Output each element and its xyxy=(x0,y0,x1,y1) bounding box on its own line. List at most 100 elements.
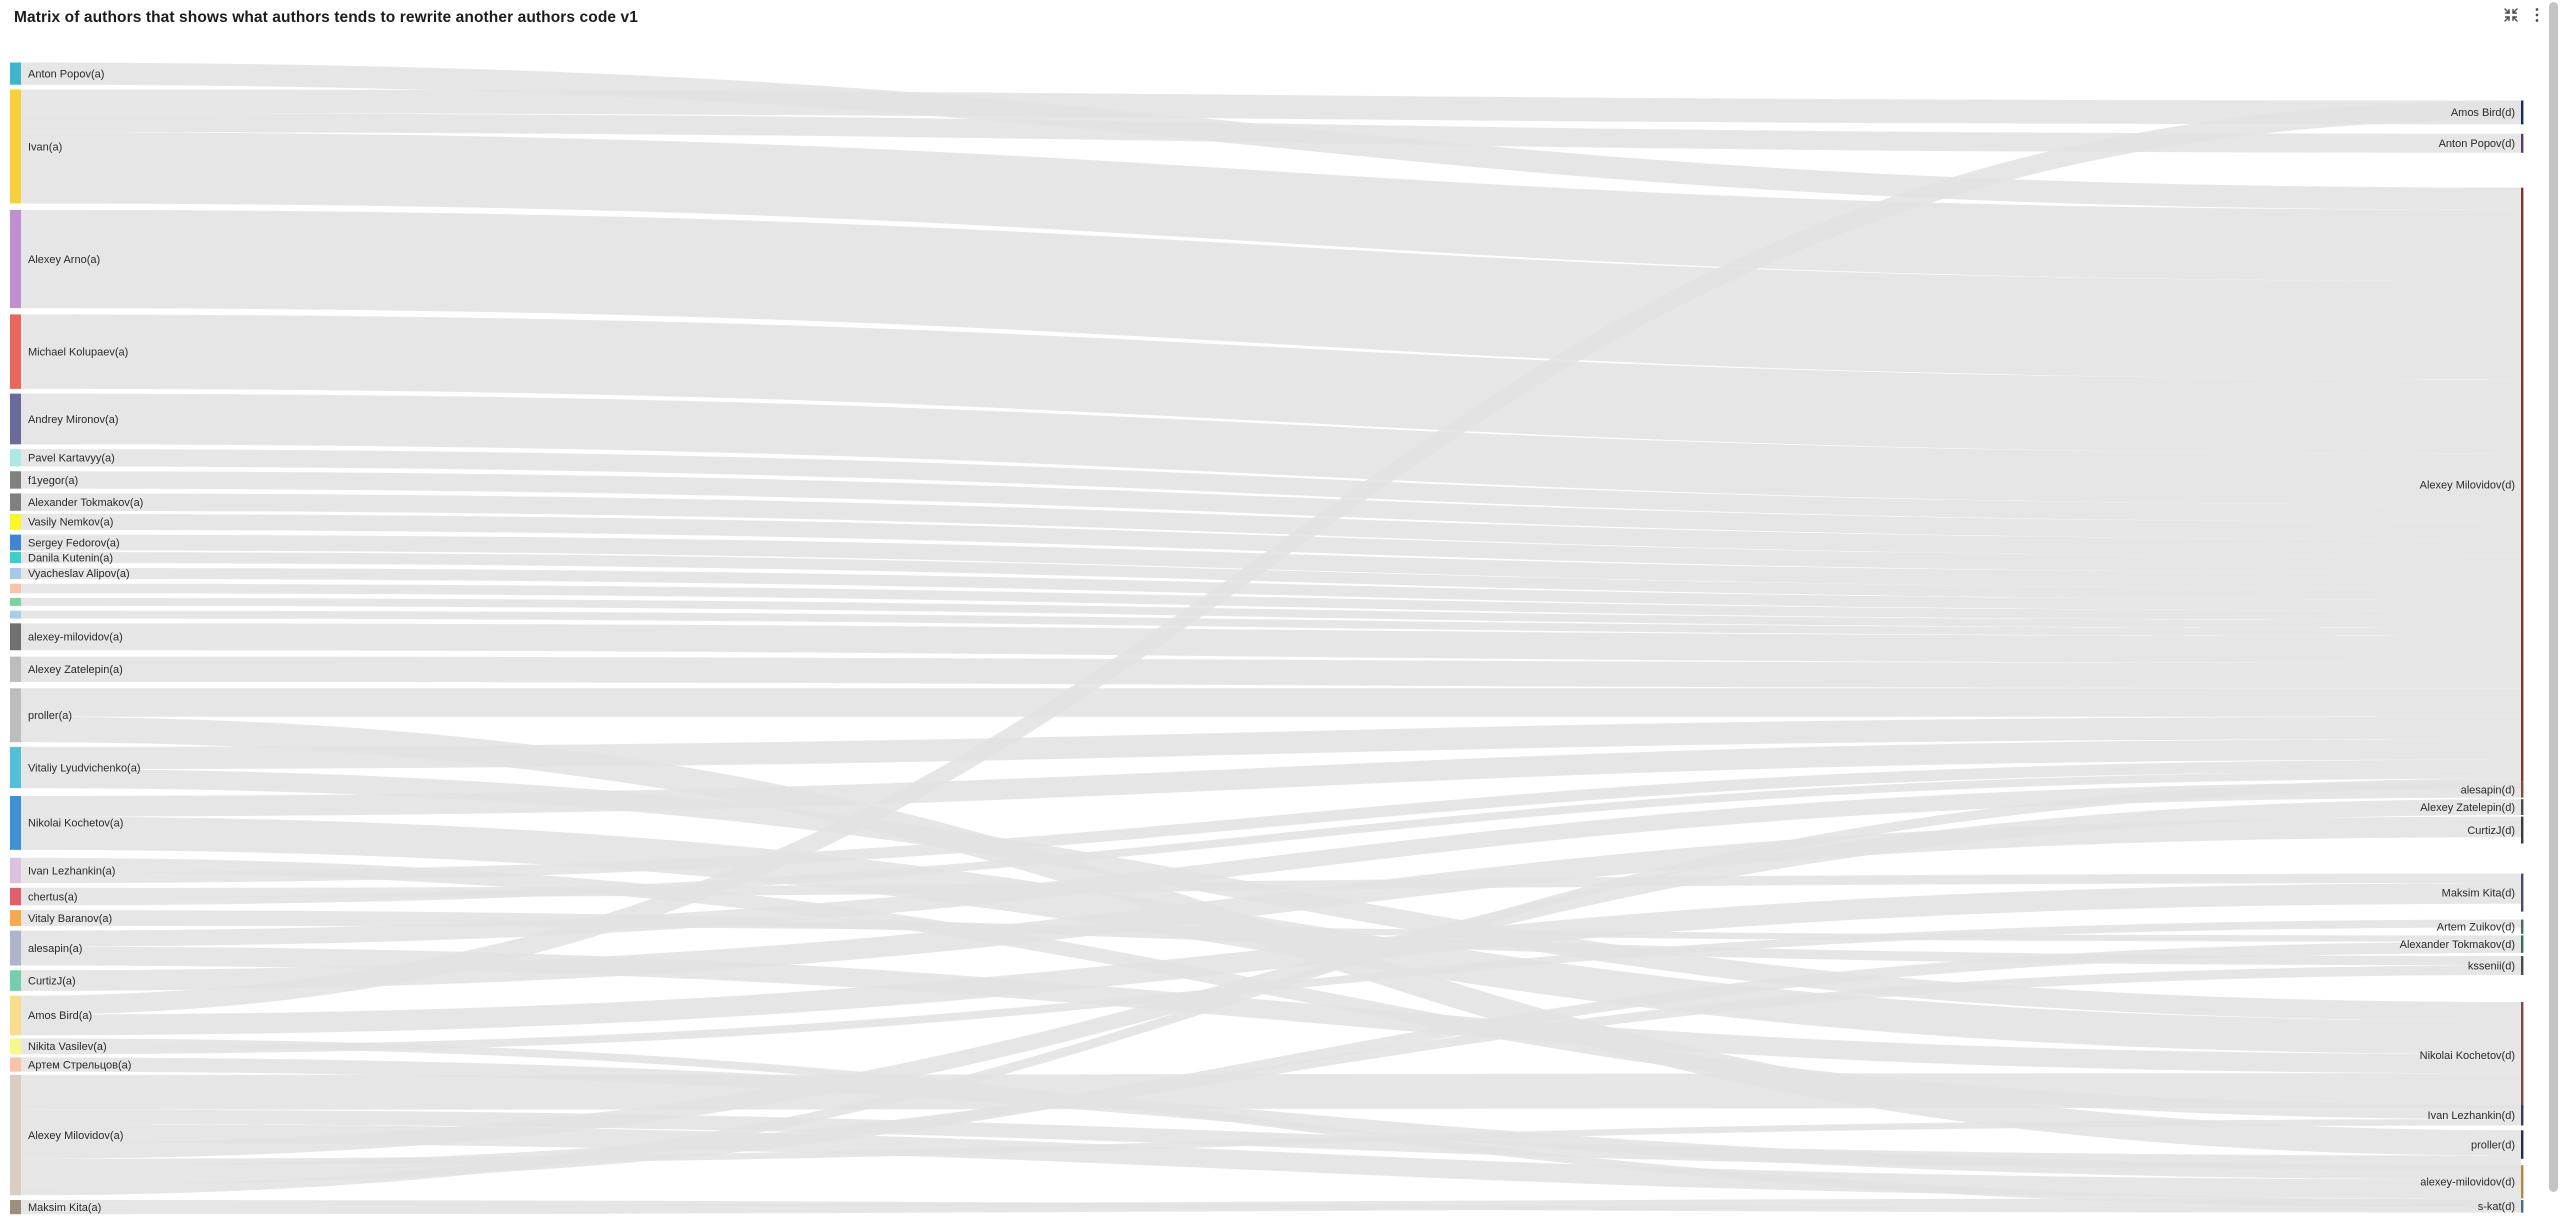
sankey-link[interactable] xyxy=(21,493,2521,557)
sankey-links-layer xyxy=(21,62,2521,1215)
sankey-link[interactable] xyxy=(21,946,2521,1074)
sankey-target-node-label: Artem Zuikov(d) xyxy=(2437,922,2515,934)
sankey-link[interactable] xyxy=(21,778,2521,1196)
sankey-link[interactable] xyxy=(21,314,2521,454)
sankey-link[interactable] xyxy=(21,597,2521,629)
sankey-source-node[interactable] xyxy=(10,552,21,564)
sankey-source-node[interactable] xyxy=(10,314,21,389)
sankey-source-node[interactable] xyxy=(10,1074,21,1196)
sankey-target-node[interactable] xyxy=(2521,956,2524,976)
horizontal-scrollbar[interactable] xyxy=(0,1217,2546,1227)
sankey-link[interactable] xyxy=(21,965,2521,1175)
sankey-link[interactable] xyxy=(21,941,2521,1186)
sankey-target-node[interactable] xyxy=(2521,1199,2524,1213)
sankey-link[interactable] xyxy=(21,883,2521,1036)
sankey-source-node[interactable] xyxy=(10,930,21,966)
sankey-target-node[interactable] xyxy=(2521,100,2524,125)
sankey-source-node-label: Alexey Arno(a) xyxy=(28,254,100,266)
sankey-source-node[interactable] xyxy=(10,471,21,489)
sankey-target-node[interactable] xyxy=(2521,799,2524,816)
collapse-arrows-icon[interactable] xyxy=(2500,4,2522,26)
sankey-source-node[interactable] xyxy=(10,610,21,619)
sankey-link[interactable] xyxy=(21,1073,2521,1110)
sankey-link[interactable] xyxy=(21,716,2521,770)
sankey-target-node[interactable] xyxy=(2521,133,2524,153)
sankey-source-node[interactable] xyxy=(10,62,21,85)
sankey-source-node[interactable] xyxy=(10,623,21,651)
sankey-source-node[interactable] xyxy=(10,1199,21,1215)
sankey-source-node[interactable] xyxy=(10,1038,21,1055)
sankey-target-node[interactable] xyxy=(2521,919,2524,934)
sankey-link[interactable] xyxy=(21,552,2521,600)
sankey-link[interactable] xyxy=(21,738,2521,817)
sankey-source-node-label: Maksim Kita(a) xyxy=(28,1202,101,1214)
sankey-link[interactable] xyxy=(21,583,2521,621)
sankey-source-node[interactable] xyxy=(10,583,21,594)
sankey-link[interactable] xyxy=(21,816,2521,991)
sankey-link[interactable] xyxy=(21,781,2521,947)
sankey-link[interactable] xyxy=(21,393,2521,505)
sankey-link[interactable] xyxy=(21,1123,2521,1199)
sankey-link[interactable] xyxy=(21,799,2521,1159)
sankey-link[interactable] xyxy=(21,688,2521,717)
sankey-source-node-label: alesapin(a) xyxy=(28,943,82,955)
sankey-plot-area[interactable]: Anton Popov(a) Ivan(a) Alexey Arno(a) Micha… xyxy=(0,34,2546,1219)
sankey-source-node[interactable] xyxy=(10,514,21,530)
sankey-source-node[interactable] xyxy=(10,89,21,204)
sankey-target-node[interactable] xyxy=(2521,781,2524,798)
sankey-source-node[interactable] xyxy=(10,796,21,850)
sankey-link[interactable] xyxy=(21,656,2521,689)
sankey-target-node[interactable] xyxy=(2521,1104,2524,1126)
sankey-source-node[interactable] xyxy=(10,534,21,551)
sankey-target-node[interactable] xyxy=(2521,935,2524,953)
sankey-source-node[interactable] xyxy=(10,493,21,511)
sankey-source-node[interactable] xyxy=(10,1057,21,1072)
vertical-scrollbar[interactable] xyxy=(2546,0,2560,1227)
sankey-link[interactable] xyxy=(21,1057,2521,1180)
sankey-target-node-label: alesapin(d) xyxy=(2461,784,2515,796)
sankey-source-node[interactable] xyxy=(10,857,21,884)
more-vertical-icon[interactable] xyxy=(2526,4,2548,26)
sankey-link[interactable] xyxy=(21,89,2521,125)
sankey-link[interactable] xyxy=(21,610,2521,637)
sankey-source-node-label: Nikolai Kochetov(a) xyxy=(28,818,123,830)
sankey-source-node[interactable] xyxy=(10,567,21,579)
sankey-source-node[interactable] xyxy=(10,995,21,1036)
sankey-source-node[interactable] xyxy=(10,746,21,789)
sankey-source-node[interactable] xyxy=(10,970,21,991)
sankey-target-node-label: Nikolai Kochetov(d) xyxy=(2420,1050,2515,1062)
sankey-link[interactable] xyxy=(21,1198,2521,1215)
sankey-link[interactable] xyxy=(21,623,2521,663)
sankey-source-node-label: Vyacheslav Alipov(a) xyxy=(28,568,130,580)
sankey-link[interactable] xyxy=(21,100,2521,1015)
sankey-source-node[interactable] xyxy=(10,449,21,467)
sankey-source-node-label: Vasily Nemkov(a) xyxy=(28,517,113,529)
sankey-link[interactable] xyxy=(21,514,2521,573)
vertical-scrollbar-thumb[interactable] xyxy=(2549,2,2558,1192)
sankey-link[interactable] xyxy=(21,471,2521,540)
sankey-link[interactable] xyxy=(21,132,2521,282)
sankey-target-node[interactable] xyxy=(2521,187,2524,782)
sankey-link[interactable] xyxy=(21,113,2521,153)
sankey-link[interactable] xyxy=(21,449,2521,522)
sankey-link[interactable] xyxy=(21,209,2521,380)
sankey-target-node[interactable] xyxy=(2521,1165,2524,1199)
sankey-link[interactable] xyxy=(21,759,2521,884)
sankey-target-node[interactable] xyxy=(2521,1130,2524,1159)
sankey-source-node[interactable] xyxy=(10,656,21,682)
sankey-source-node[interactable] xyxy=(10,209,21,309)
sankey-target-node[interactable] xyxy=(2521,1001,2524,1109)
sankey-source-node[interactable] xyxy=(10,393,21,445)
sankey-source-nodes-layer: Anton Popov(a) Ivan(a) Alexey Arno(a) Micha… xyxy=(10,62,143,1215)
sankey-source-node-label: Vitaly Baranov(a) xyxy=(28,913,112,925)
sankey-link[interactable] xyxy=(21,770,2521,906)
sankey-source-node[interactable] xyxy=(10,887,21,906)
sankey-target-node[interactable] xyxy=(2521,816,2524,844)
sankey-source-node[interactable] xyxy=(10,597,21,606)
sankey-target-node-label: Alexey Milovidov(d) xyxy=(2420,480,2515,492)
sankey-link[interactable] xyxy=(21,1119,2521,1166)
sankey-target-node[interactable] xyxy=(2521,873,2524,912)
sankey-source-node[interactable] xyxy=(10,910,21,926)
sankey-source-node[interactable] xyxy=(10,688,21,743)
sankey-link[interactable] xyxy=(21,567,2521,611)
